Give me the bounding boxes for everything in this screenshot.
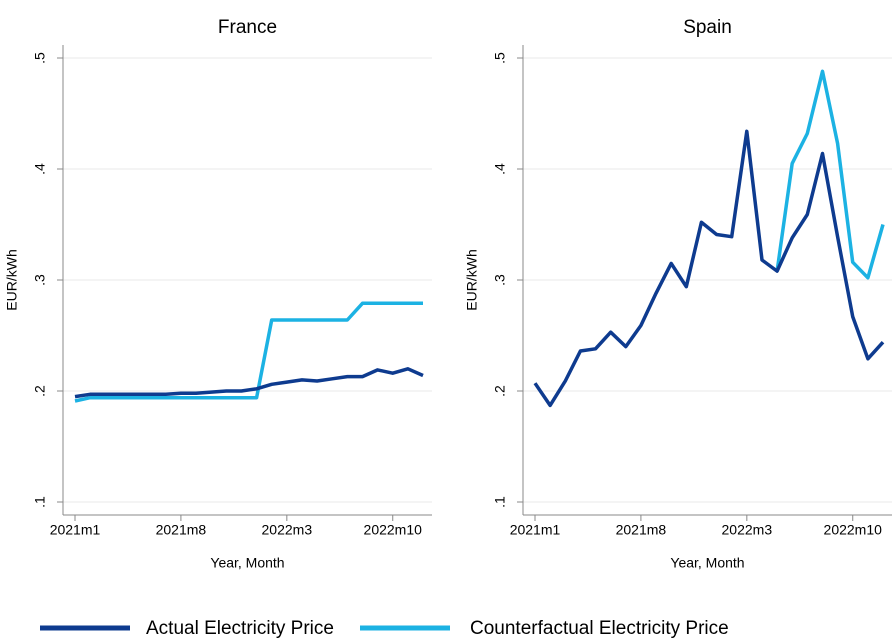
line-series <box>775 69 885 280</box>
x-tick-label: 2021m8 <box>156 522 207 538</box>
line-series <box>74 301 423 403</box>
y-tick-label: .2 <box>32 385 48 397</box>
y-tick-label: .3 <box>32 274 48 286</box>
y-tick-label: .5 <box>492 52 508 64</box>
x-axis-title: Year, Month <box>670 555 744 571</box>
x-tick-label: 2021m1 <box>50 522 101 538</box>
y-tick-label: .3 <box>492 274 508 286</box>
x-tick-label: 2022m10 <box>824 522 883 538</box>
x-tick-label: 2021m1 <box>510 522 561 538</box>
x-tick-label: 2022m10 <box>364 522 423 538</box>
y-axis-title: EUR/kWh <box>464 249 480 310</box>
x-axis-title: Year, Month <box>210 555 284 571</box>
legend-label: Actual Electricity Price <box>146 618 334 639</box>
x-tick-label: 2022m3 <box>722 522 773 538</box>
y-tick-label: .1 <box>32 496 48 508</box>
line-series <box>533 129 885 408</box>
x-tick-label: 2021m8 <box>616 522 667 538</box>
chart-title: Spain <box>683 17 732 38</box>
chart-title: France <box>218 17 277 38</box>
legend-label: Counterfactual Electricity Price <box>470 618 729 639</box>
y-tick-label: .2 <box>492 385 508 397</box>
y-tick-label: .4 <box>32 163 48 175</box>
y-tick-label: .5 <box>32 52 48 64</box>
y-tick-label: .1 <box>492 496 508 508</box>
y-axis-title: EUR/kWh <box>4 249 20 310</box>
line-series <box>74 367 424 399</box>
y-tick-label: .4 <box>492 163 508 175</box>
x-tick-label: 2022m3 <box>262 522 313 538</box>
